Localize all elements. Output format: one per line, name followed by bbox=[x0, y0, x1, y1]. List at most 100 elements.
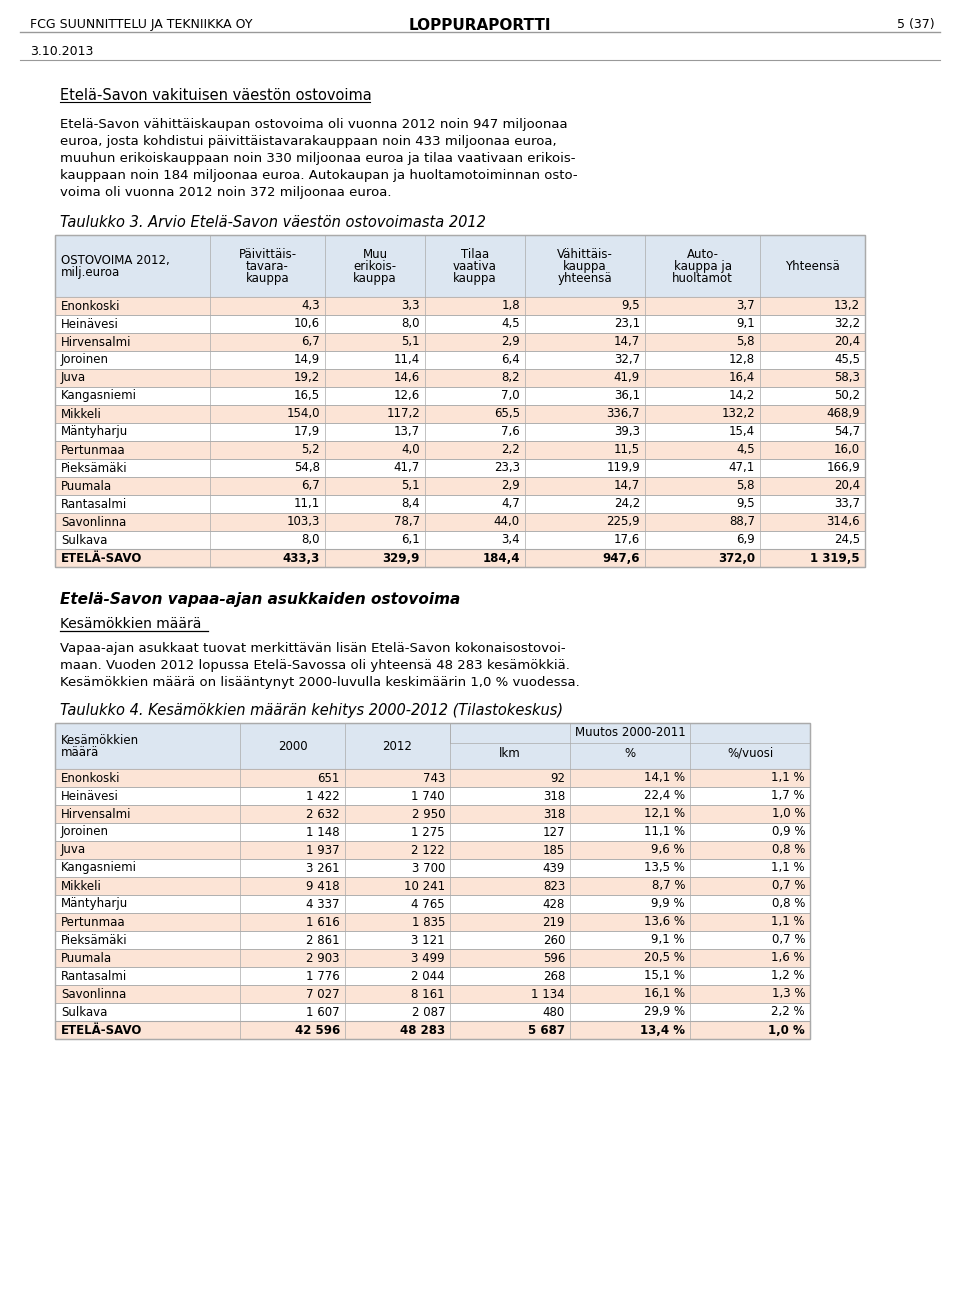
Text: 7 027: 7 027 bbox=[306, 987, 340, 1000]
Text: 58,3: 58,3 bbox=[834, 372, 860, 385]
Bar bbox=[55, 805, 810, 824]
Text: 314,6: 314,6 bbox=[827, 515, 860, 528]
Text: 29,9 %: 29,9 % bbox=[644, 1006, 685, 1019]
Bar bbox=[55, 895, 810, 913]
Text: 260: 260 bbox=[542, 934, 565, 947]
Bar bbox=[55, 369, 865, 386]
Bar bbox=[55, 531, 865, 549]
Text: 3.10.2013: 3.10.2013 bbox=[30, 46, 93, 59]
Text: Enonkoski: Enonkoski bbox=[61, 299, 121, 312]
Text: 14,2: 14,2 bbox=[729, 389, 755, 402]
Text: 4 337: 4 337 bbox=[306, 898, 340, 911]
Text: 13,2: 13,2 bbox=[834, 299, 860, 312]
Text: Taulukko 3. Arvio Etelä-Savon väestön ostovoimasta 2012: Taulukko 3. Arvio Etelä-Savon väestön os… bbox=[60, 215, 486, 230]
Text: 48 283: 48 283 bbox=[400, 1024, 445, 1037]
Text: 219: 219 bbox=[542, 916, 565, 929]
Text: 17,6: 17,6 bbox=[613, 533, 640, 546]
Bar bbox=[55, 423, 865, 441]
Text: Mikkeli: Mikkeli bbox=[61, 407, 102, 420]
Text: 372,0: 372,0 bbox=[718, 552, 755, 565]
Text: 12,8: 12,8 bbox=[729, 354, 755, 367]
Text: 336,7: 336,7 bbox=[607, 407, 640, 420]
Text: 24,5: 24,5 bbox=[834, 533, 860, 546]
Text: 14,7: 14,7 bbox=[613, 336, 640, 349]
Text: 16,0: 16,0 bbox=[834, 444, 860, 457]
Text: 7,0: 7,0 bbox=[501, 389, 520, 402]
Text: 22,4 %: 22,4 % bbox=[644, 790, 685, 803]
Text: 20,5 %: 20,5 % bbox=[644, 951, 685, 964]
Text: 5,8: 5,8 bbox=[736, 336, 755, 349]
Text: Hirvensalmi: Hirvensalmi bbox=[61, 808, 132, 821]
Bar bbox=[55, 932, 810, 948]
Text: 8,2: 8,2 bbox=[501, 372, 520, 385]
Text: muuhun erikoiskauppaan noin 330 miljoonaa euroa ja tilaa vaativaan erikois-: muuhun erikoiskauppaan noin 330 miljoona… bbox=[60, 152, 575, 165]
Bar bbox=[55, 1021, 810, 1039]
Text: maan. Vuoden 2012 lopussa Etelä-Savossa oli yhteensä 48 283 kesämökkiä.: maan. Vuoden 2012 lopussa Etelä-Savossa … bbox=[60, 660, 570, 673]
Text: 103,3: 103,3 bbox=[287, 515, 320, 528]
Text: 32,7: 32,7 bbox=[613, 354, 640, 367]
Text: Kesämökkien: Kesämökkien bbox=[61, 734, 139, 747]
Text: 154,0: 154,0 bbox=[286, 407, 320, 420]
Text: Savonlinna: Savonlinna bbox=[61, 987, 127, 1000]
Text: Pieksämäki: Pieksämäki bbox=[61, 462, 128, 475]
Text: 3 499: 3 499 bbox=[412, 951, 445, 964]
Text: 9,1 %: 9,1 % bbox=[652, 934, 685, 947]
Bar bbox=[55, 824, 810, 840]
Bar bbox=[55, 840, 810, 859]
Text: 1,0 %: 1,0 % bbox=[768, 1024, 805, 1037]
Text: 5 (37): 5 (37) bbox=[898, 18, 935, 31]
Text: 3,7: 3,7 bbox=[736, 299, 755, 312]
Text: 1,7 %: 1,7 % bbox=[772, 790, 805, 803]
Text: 1,8: 1,8 bbox=[501, 299, 520, 312]
Text: 480: 480 bbox=[542, 1006, 565, 1019]
Text: 0,8 %: 0,8 % bbox=[772, 843, 805, 856]
Text: 9,1: 9,1 bbox=[736, 317, 755, 330]
Text: 439: 439 bbox=[542, 861, 565, 874]
Text: huoltamot: huoltamot bbox=[672, 272, 732, 285]
Text: 268: 268 bbox=[542, 969, 565, 982]
Text: 1,1 %: 1,1 % bbox=[772, 916, 805, 929]
Text: 117,2: 117,2 bbox=[386, 407, 420, 420]
Text: ETELÄ-SAVO: ETELÄ-SAVO bbox=[61, 1024, 142, 1037]
Text: OSTOVOIMA 2012,: OSTOVOIMA 2012, bbox=[61, 254, 170, 267]
Text: Etelä-Savon vakituisen väestön ostovoima: Etelä-Savon vakituisen väestön ostovoima bbox=[60, 88, 372, 103]
Text: yhteensä: yhteensä bbox=[558, 272, 612, 285]
Bar bbox=[55, 913, 810, 932]
Text: 1 148: 1 148 bbox=[306, 826, 340, 839]
Text: 132,2: 132,2 bbox=[721, 407, 755, 420]
Text: Mäntyharju: Mäntyharju bbox=[61, 425, 129, 438]
Text: 433,3: 433,3 bbox=[283, 552, 320, 565]
Text: 329,9: 329,9 bbox=[383, 552, 420, 565]
Text: Yhteensä: Yhteensä bbox=[785, 260, 840, 273]
Text: Kesämökkien määrä: Kesämökkien määrä bbox=[60, 617, 202, 631]
Text: 10 241: 10 241 bbox=[404, 879, 445, 892]
Text: 1 835: 1 835 bbox=[412, 916, 445, 929]
Text: 2 903: 2 903 bbox=[306, 951, 340, 964]
Text: Heinävesi: Heinävesi bbox=[61, 317, 119, 330]
Text: 225,9: 225,9 bbox=[607, 515, 640, 528]
Text: 5,2: 5,2 bbox=[301, 444, 320, 457]
Text: Kangasniemi: Kangasniemi bbox=[61, 861, 137, 874]
Text: 1 616: 1 616 bbox=[306, 916, 340, 929]
Bar bbox=[55, 405, 865, 423]
Text: 11,5: 11,5 bbox=[613, 444, 640, 457]
Text: 0,8 %: 0,8 % bbox=[772, 898, 805, 911]
Bar bbox=[55, 351, 865, 369]
Text: 13,6 %: 13,6 % bbox=[644, 916, 685, 929]
Text: 20,4: 20,4 bbox=[834, 336, 860, 349]
Text: 36,1: 36,1 bbox=[613, 389, 640, 402]
Text: 41,9: 41,9 bbox=[613, 372, 640, 385]
Text: 17,9: 17,9 bbox=[294, 425, 320, 438]
Text: Heinävesi: Heinävesi bbox=[61, 790, 119, 803]
Bar bbox=[55, 549, 865, 567]
Bar bbox=[55, 494, 865, 513]
Text: 3,4: 3,4 bbox=[501, 533, 520, 546]
Text: 11,1 %: 11,1 % bbox=[644, 826, 685, 839]
Text: lkm: lkm bbox=[499, 747, 521, 760]
Text: erikois-: erikois- bbox=[353, 260, 396, 273]
Text: Hirvensalmi: Hirvensalmi bbox=[61, 336, 132, 349]
Text: 2 861: 2 861 bbox=[306, 934, 340, 947]
Text: Pertunmaa: Pertunmaa bbox=[61, 444, 126, 457]
Text: Auto-: Auto- bbox=[686, 248, 718, 262]
Text: 5 687: 5 687 bbox=[528, 1024, 565, 1037]
